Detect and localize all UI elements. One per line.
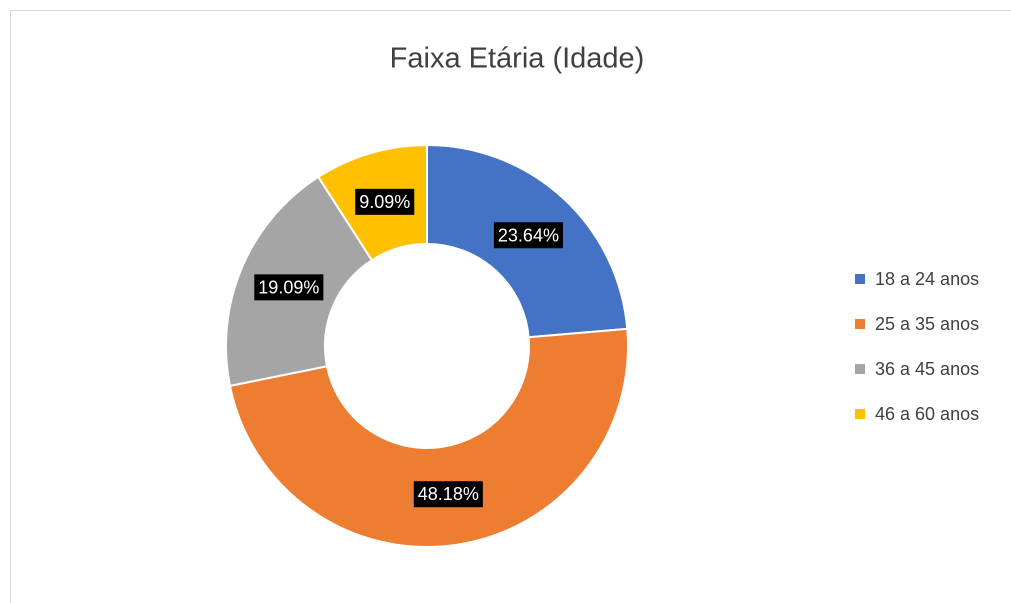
data-label-bg (413, 481, 483, 508)
legend-swatch (855, 274, 865, 284)
legend-swatch (855, 319, 865, 329)
data-label: 48.18% (418, 484, 479, 504)
chart-title: Faixa Etária (Idade) (390, 43, 645, 75)
data-label: 23.64% (498, 225, 559, 245)
data-label-bg (355, 188, 415, 215)
data-label-bg (254, 274, 324, 301)
donut-slice (228, 327, 629, 548)
legend-label: 46 a 60 anos (875, 404, 979, 424)
legend-swatch (855, 364, 865, 374)
legend-swatch (855, 409, 865, 419)
data-label: 19.09% (258, 277, 319, 297)
data-label: 9.09% (359, 192, 410, 212)
legend-label: 25 a 35 anos (875, 314, 979, 334)
legend-label: 18 a 24 anos (875, 269, 979, 289)
legend-label: 36 a 45 anos (875, 359, 979, 379)
data-label-bg (493, 222, 563, 249)
